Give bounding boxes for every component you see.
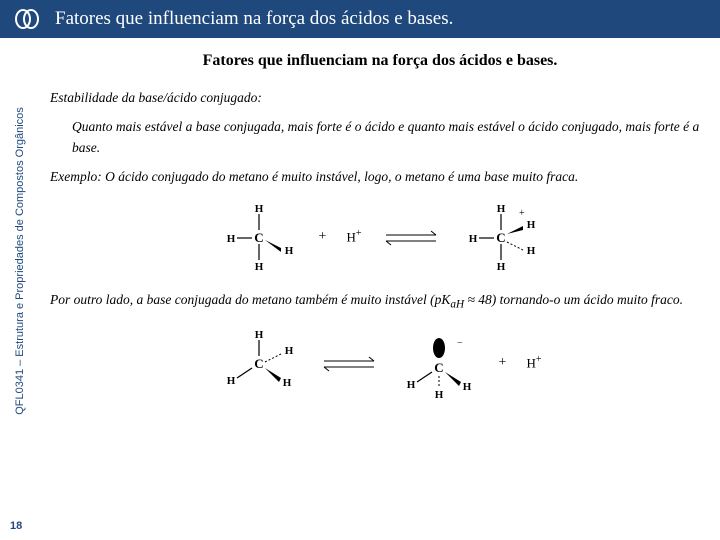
- header-bar: Fatores que influenciam na força dos áci…: [0, 0, 720, 38]
- svg-text:C: C: [254, 230, 263, 245]
- plus-sign: +: [499, 355, 507, 371]
- molecule-ch3-anion: C H H H −: [399, 328, 479, 398]
- svg-text:H: H: [527, 219, 536, 231]
- logo-icon: [14, 6, 40, 32]
- slide-subtitle: Fatores que influenciam na força dos áci…: [50, 52, 710, 70]
- paragraph-1: Quanto mais estável a base conjugada, ma…: [50, 117, 710, 159]
- svg-text:C: C: [254, 356, 263, 371]
- svg-text:H: H: [497, 261, 506, 272]
- svg-text:C: C: [497, 230, 506, 245]
- proton-species: H+: [526, 354, 541, 371]
- svg-text:H: H: [406, 379, 415, 391]
- svg-text:+: +: [519, 208, 525, 219]
- molecule-ch4: C H H H H: [219, 202, 299, 272]
- svg-text:H: H: [282, 377, 291, 389]
- svg-text:H: H: [254, 261, 263, 272]
- equilibrium-arrow-icon: [381, 227, 441, 247]
- header-title: Fatores que influenciam na força dos áci…: [55, 8, 453, 30]
- svg-text:H: H: [284, 245, 293, 257]
- svg-text:−: −: [457, 338, 463, 349]
- paragraph-heading: Estabilidade da base/ácido conjugado:: [50, 88, 710, 109]
- paragraph-3: Por outro lado, a base conjugada do meta…: [50, 290, 710, 314]
- svg-text:H: H: [254, 203, 263, 215]
- svg-text:C: C: [434, 360, 443, 375]
- svg-text:H: H: [226, 233, 235, 245]
- slide-content: Fatores que influenciam na força dos áci…: [50, 46, 710, 416]
- svg-text:H: H: [527, 245, 536, 257]
- proton-species: H+: [346, 228, 361, 245]
- molecule-ch5-cation: C H H H H H +: [461, 202, 541, 272]
- equilibrium-arrow-icon: [319, 353, 379, 373]
- svg-text:H: H: [462, 381, 471, 393]
- page-number: 18: [10, 520, 22, 532]
- svg-text:H: H: [254, 329, 263, 341]
- svg-text:H: H: [497, 203, 506, 215]
- plus-sign: +: [319, 229, 327, 245]
- molecule-ch4-b: C H H H H: [219, 328, 299, 398]
- svg-text:H: H: [469, 233, 478, 245]
- paragraph-2: Exemplo: O ácido conjugado do metano é m…: [50, 167, 710, 188]
- svg-text:H: H: [284, 345, 293, 357]
- equation-2: C H H H H C: [50, 328, 710, 398]
- svg-text:H: H: [226, 375, 235, 387]
- svg-text:H: H: [434, 389, 443, 398]
- equation-1: C H H H H + H+: [50, 202, 710, 272]
- course-code-label: QFL0341 – Estrutura e Propriedades de Co…: [14, 76, 26, 446]
